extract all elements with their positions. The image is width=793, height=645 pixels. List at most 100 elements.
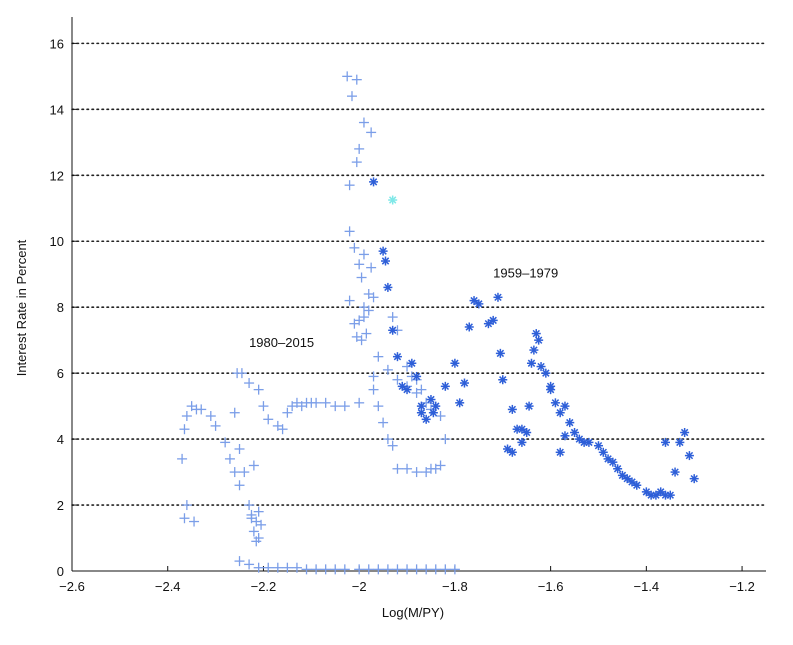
star-marker [517, 437, 527, 447]
plus-marker [272, 562, 283, 573]
plus-marker [220, 437, 231, 448]
plus-marker [349, 318, 360, 329]
star-marker [617, 470, 627, 480]
star-marker [428, 408, 438, 418]
plus-marker [402, 361, 413, 372]
star-marker [541, 368, 551, 378]
plus-marker [344, 180, 355, 191]
star-marker [498, 375, 508, 385]
x-axis-label: Log(M/PY) [382, 605, 444, 620]
plus-marker [263, 414, 274, 425]
plus-marker [411, 467, 422, 478]
star-marker [507, 404, 517, 414]
plus-marker [366, 262, 377, 273]
grid-lines [71, 42, 767, 506]
plus-marker [349, 242, 360, 253]
x-tick-label: −1.6 [538, 579, 564, 594]
star-marker [488, 315, 498, 325]
plus-marker [358, 117, 369, 128]
star-marker [641, 487, 651, 497]
x-tick-label: −2.6 [59, 579, 85, 594]
plus-marker [179, 513, 190, 524]
star-marker [464, 322, 474, 332]
star-marker [570, 428, 580, 437]
plus-marker [301, 564, 312, 575]
plus-marker [339, 564, 350, 575]
y-tick-label: 6 [57, 366, 64, 381]
plus-marker [177, 453, 188, 464]
plus-marker [351, 157, 362, 168]
x-tick-labels: −2.6 −2.4 −2.2 −2 −1.8 −1.6 −1.4 −1.2 [59, 579, 755, 594]
star-marker [546, 381, 556, 391]
plus-marker [354, 564, 365, 575]
plus-marker [354, 259, 365, 270]
plus-marker [253, 562, 264, 573]
plus-marker [392, 374, 403, 385]
plus-marker [382, 564, 393, 575]
plus-marker [244, 500, 255, 511]
star-marker [426, 395, 436, 405]
star-marker [627, 477, 637, 487]
star-marker [526, 358, 536, 368]
plus-marker [402, 564, 413, 575]
star-marker [507, 447, 517, 457]
plus-marker [346, 91, 357, 102]
star-marker [660, 437, 670, 447]
star-marker [529, 345, 539, 355]
plus-marker [368, 371, 379, 382]
star-marker [584, 437, 594, 447]
star-marker [402, 385, 412, 395]
star-marker [459, 378, 469, 388]
star-marker [378, 246, 388, 256]
star-marker [560, 431, 570, 441]
plus-marker [354, 143, 365, 154]
y-tick-label: 12 [50, 168, 64, 183]
star-marker [684, 451, 694, 461]
plus-marker [282, 407, 293, 418]
star-marker [369, 177, 379, 187]
plus-marker [411, 564, 422, 575]
plus-marker [366, 127, 377, 138]
x-tick-label: −1.2 [729, 579, 755, 594]
star-marker [493, 292, 503, 302]
plus-marker [263, 562, 274, 573]
star-marker [416, 401, 426, 411]
plus-marker [196, 404, 207, 415]
x-tick-label: −2.4 [155, 579, 181, 594]
plus-marker [358, 302, 369, 313]
plus-marker [421, 564, 432, 575]
plus-marker [440, 434, 451, 445]
plus-marker [373, 564, 384, 575]
plus-marker [416, 384, 427, 395]
plus-marker [330, 564, 341, 575]
star-marker [574, 434, 584, 444]
annotation-label: 1980–2015 [249, 335, 314, 350]
star-marker [412, 371, 422, 381]
plus-marker [354, 397, 365, 408]
plus-marker [435, 460, 446, 471]
star-marker [670, 467, 680, 477]
plus-marker [382, 434, 393, 445]
plus-marker [246, 509, 257, 520]
plus-marker [351, 74, 362, 85]
y-tick-labels: 0 2 4 6 8 10 12 14 16 [50, 36, 64, 579]
plus-marker [210, 420, 221, 431]
plus-marker [311, 564, 322, 575]
star-marker [380, 256, 390, 266]
plus-marker [378, 417, 389, 428]
y-tick-label: 2 [57, 498, 64, 513]
star-marker [689, 474, 699, 484]
x-tick-label: −2 [352, 579, 367, 594]
plus-marker [382, 364, 393, 375]
star-marker [450, 358, 460, 368]
star-marker [550, 398, 560, 408]
star-marker [474, 299, 484, 309]
x-tick-label: −2.2 [251, 579, 277, 594]
star-marker [517, 424, 527, 434]
plus-marker [229, 407, 240, 418]
plus-marker [234, 480, 245, 491]
star-marker [593, 441, 603, 451]
star-marker [388, 195, 398, 205]
plus-marker [339, 401, 350, 412]
